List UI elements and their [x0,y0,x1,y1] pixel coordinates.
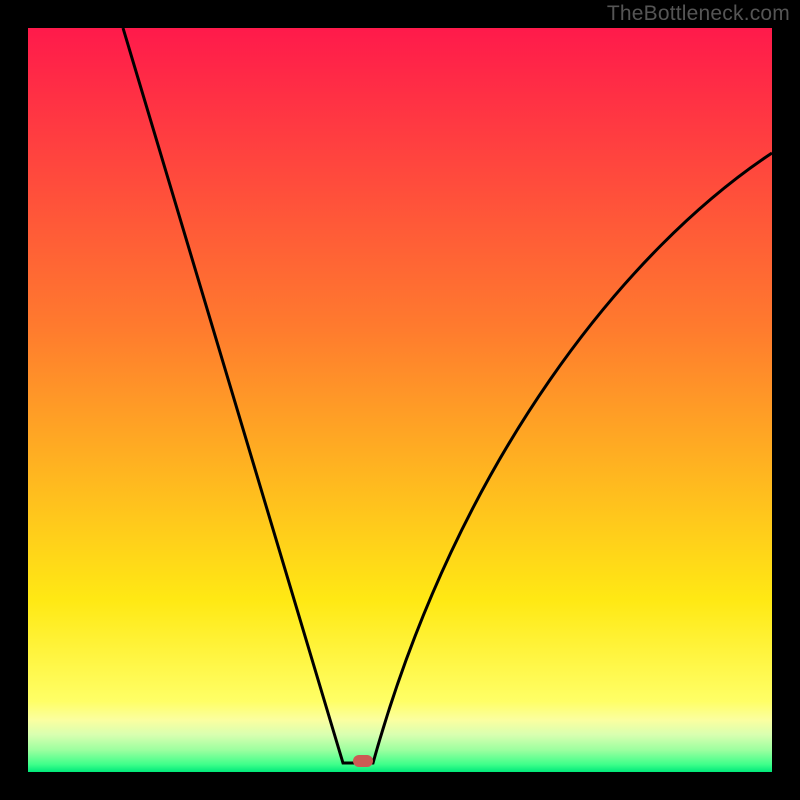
chart-container: TheBottleneck.com [0,0,800,800]
plot-area [28,28,772,772]
bottleneck-curve [28,28,772,772]
curve-path [123,28,772,763]
minimum-marker [353,755,373,767]
watermark-text: TheBottleneck.com [607,2,790,26]
